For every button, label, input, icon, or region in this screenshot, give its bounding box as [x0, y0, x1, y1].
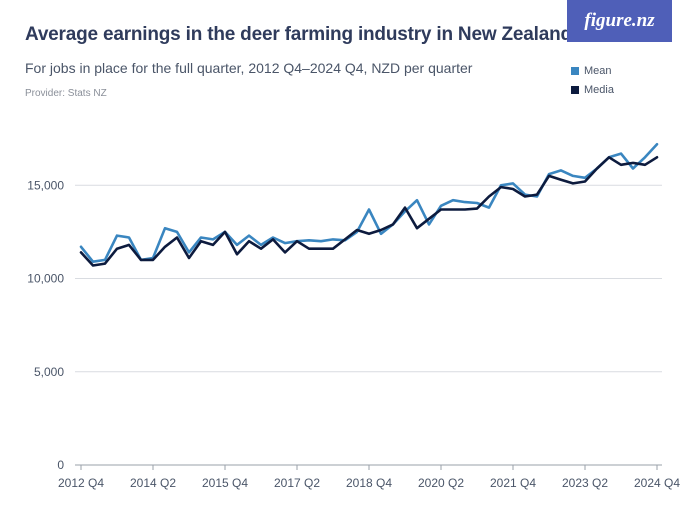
series-line-mean	[79, 142, 659, 264]
x-tick-label: 2012 Q4	[58, 476, 104, 490]
legend-swatch-mean	[571, 66, 579, 75]
x-tick-label: 2024 Q4	[634, 476, 680, 490]
y-tick-label: 0	[57, 458, 64, 472]
x-tick-label: 2015 Q4	[202, 476, 248, 490]
x-tick-label: 2020 Q2	[418, 476, 464, 490]
y-tick-label: 10,000	[27, 272, 64, 286]
figure-nz-logo[interactable]: figure.nz	[567, 0, 672, 42]
x-tick-label: 2023 Q2	[562, 476, 608, 490]
x-tick-label: 2014 Q2	[130, 476, 176, 490]
legend-item-median[interactable]: Media	[571, 80, 614, 99]
x-tick-label: 2021 Q4	[490, 476, 536, 490]
y-tick-label: 15,000	[27, 178, 64, 192]
series-line-median	[79, 156, 659, 267]
chart-subtitle: For jobs in place for the full quarter, …	[25, 60, 473, 76]
x-tick-label: 2017 Q2	[274, 476, 320, 490]
y-tick-label: 5,000	[34, 365, 64, 379]
chart-title: Average earnings in the deer farming ind…	[25, 24, 572, 45]
provider-note: Provider: Stats NZ	[25, 88, 107, 99]
x-tick-label: 2018 Q4	[346, 476, 392, 490]
legend-label-median: Media	[584, 83, 614, 96]
legend-label-mean: Mean	[584, 64, 612, 77]
legend-swatch-median	[571, 85, 579, 94]
legend-item-mean[interactable]: Mean	[571, 61, 614, 80]
legend: Mean Media	[571, 61, 614, 99]
